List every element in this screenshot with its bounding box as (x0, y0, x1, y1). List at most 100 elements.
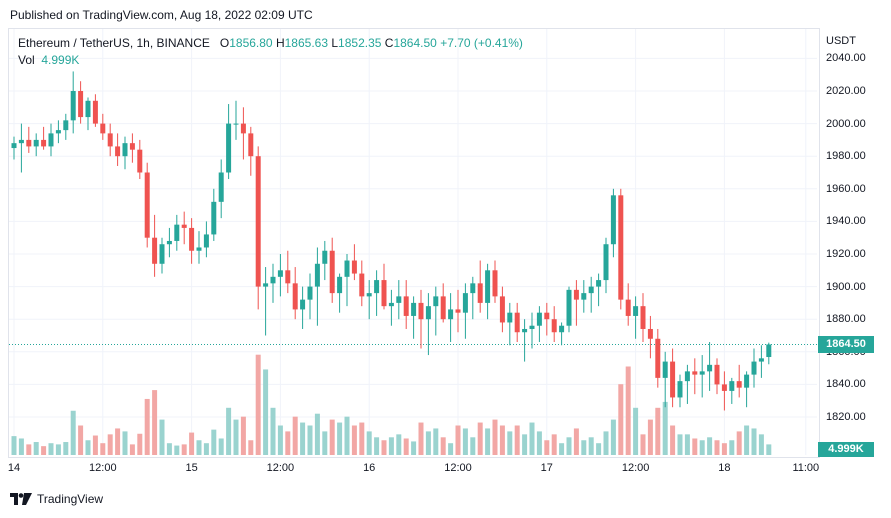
volume-bar (470, 437, 476, 455)
volume-bar (492, 419, 498, 455)
candle-body (707, 364, 713, 372)
volume-bar (396, 434, 402, 455)
candle-body (78, 91, 84, 118)
chart-frame[interactable] (8, 28, 820, 458)
candle-body (100, 123, 106, 134)
candle-body (440, 296, 446, 320)
candle-body (344, 260, 350, 277)
y-tick-label: 2000.00 (826, 117, 866, 130)
candle-body (381, 280, 387, 307)
volume-bar (714, 440, 720, 455)
volume-bar (699, 440, 705, 455)
volume-bar (85, 440, 91, 455)
candle-body (529, 325, 535, 329)
volume-bar (559, 443, 565, 455)
volume-bar (640, 434, 646, 455)
candle-body (144, 172, 150, 238)
candle-body (55, 130, 61, 134)
volume-bar (462, 428, 468, 455)
volume-bar (455, 425, 461, 455)
candle-body (536, 312, 542, 326)
volume-bar (63, 442, 69, 455)
volume-bar (115, 428, 121, 455)
volume-bar (55, 444, 61, 455)
volume-bar (18, 438, 24, 455)
y-tick-label: 1920.00 (826, 248, 866, 260)
volume-bar (499, 425, 505, 455)
candle-body (189, 227, 195, 251)
candle-body (240, 123, 246, 134)
close-label: C (384, 36, 394, 50)
candle-body (322, 250, 328, 264)
volume-bar (26, 444, 32, 455)
y-tick-label: 1820.00 (826, 411, 866, 423)
candle-body (329, 250, 335, 294)
volume-bar (736, 431, 742, 455)
tradingview-brand[interactable]: TradingView (10, 492, 103, 506)
candle-body (366, 293, 372, 297)
candle-body (277, 270, 283, 277)
volume-bar (277, 425, 283, 455)
volume-bar (655, 407, 661, 455)
volume-bar (33, 442, 39, 455)
candle-body (211, 201, 217, 235)
volume-value: 4.999K (41, 53, 80, 67)
candle-body (588, 286, 594, 294)
candle-body (233, 123, 239, 125)
candle-body (292, 283, 298, 310)
volume-bar (758, 434, 764, 455)
candle-body (596, 280, 602, 287)
volume-bar (359, 422, 365, 455)
x-tick-label: 12:00 (444, 462, 472, 474)
y-tick-label: 1980.00 (826, 150, 866, 163)
volume-bar (522, 434, 528, 455)
chart-grid (9, 29, 817, 455)
candle-body (359, 273, 365, 297)
volume-badge: 4.999K (818, 442, 874, 457)
volume-bar (662, 401, 668, 455)
candle-body (507, 312, 513, 323)
candle-body (129, 143, 135, 150)
candle-body (92, 100, 98, 124)
candles (11, 71, 772, 411)
y-tick-label: 2020.00 (826, 85, 866, 97)
volume-bar (174, 445, 180, 455)
candle-body (448, 309, 454, 320)
open-value: 1856.80 (229, 36, 273, 50)
candle-body (115, 146, 121, 157)
volume-bar (366, 431, 372, 455)
change-value: +7.70 (+0.41%) (440, 36, 523, 50)
candle-body (618, 195, 624, 300)
x-tick-label: 15 (185, 462, 198, 474)
volume-bar (144, 398, 150, 455)
volume-bar (314, 413, 320, 455)
candle-body (196, 247, 202, 251)
candle-body (122, 143, 128, 157)
volume-bar (285, 431, 291, 455)
volume-bar (388, 437, 394, 455)
volume-bar (351, 425, 357, 455)
candle-body (26, 139, 32, 147)
candle-body (307, 286, 313, 300)
volume-bar (270, 407, 276, 455)
volume-bar (122, 431, 128, 455)
volume-bar (536, 431, 542, 455)
volume-bar (381, 440, 387, 455)
candle-body (744, 374, 750, 388)
candle-body (411, 302, 417, 316)
candle-body (551, 319, 557, 333)
candle-body (70, 91, 76, 121)
candle-body (573, 289, 579, 300)
candle-body (263, 283, 269, 287)
candle-body (610, 195, 616, 245)
volume-bar (107, 434, 113, 455)
candle-body (581, 293, 587, 300)
volume-bar (100, 443, 106, 455)
candle-body (218, 172, 224, 202)
candle-body (48, 133, 54, 147)
candle-body (396, 296, 402, 303)
x-tick-label: 12:00 (89, 462, 117, 474)
candle-body (729, 381, 735, 391)
candle-body (425, 306, 431, 320)
